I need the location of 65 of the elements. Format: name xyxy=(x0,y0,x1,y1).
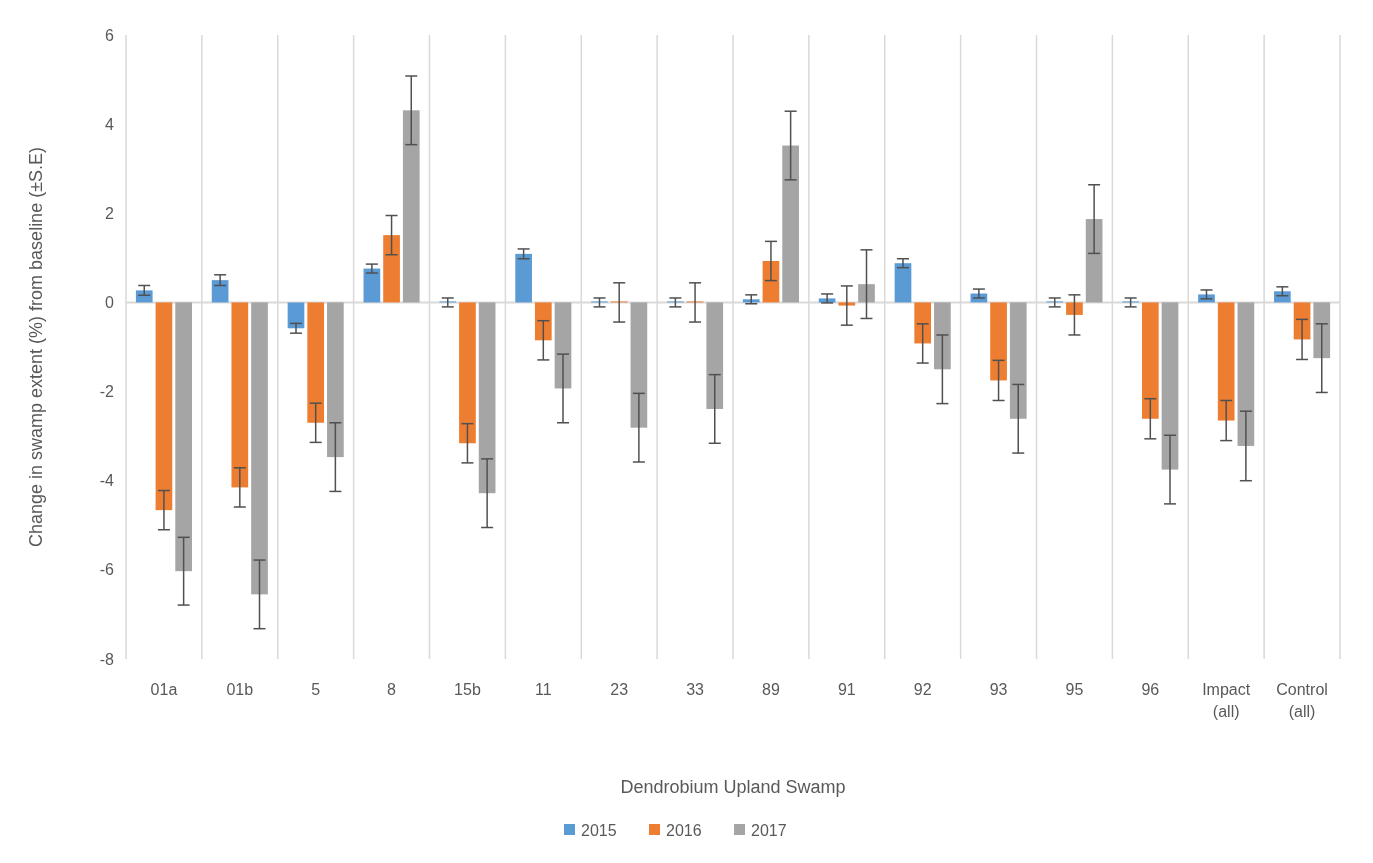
bar xyxy=(1237,302,1255,446)
x-tick-label: 91 xyxy=(837,681,856,698)
bar xyxy=(706,302,724,409)
bar xyxy=(211,280,229,303)
bar xyxy=(155,302,173,511)
bar xyxy=(782,145,799,303)
x-tick-label: 8 xyxy=(387,681,397,698)
bar xyxy=(1313,302,1331,359)
bar xyxy=(554,302,572,389)
y-axis-title: Change in swamp extent (%) from baseline (±S.E) xyxy=(26,146,46,548)
x-tick-label: 15b xyxy=(454,681,481,698)
bar xyxy=(894,263,912,303)
bar xyxy=(478,302,496,494)
x-tick-label: 23 xyxy=(610,681,629,698)
bar xyxy=(135,290,153,303)
bar xyxy=(1009,302,1027,419)
bar xyxy=(858,284,875,303)
x-tick-label: 93 xyxy=(989,681,1008,698)
x-tick-label: Impact (all) xyxy=(1202,681,1251,720)
bar xyxy=(175,302,192,572)
x-tick-label: 11 xyxy=(535,681,552,698)
x-tick-label: 33 xyxy=(686,681,705,698)
bar xyxy=(1141,302,1159,419)
bar xyxy=(990,302,1007,381)
x-tick-label: 92 xyxy=(913,681,932,698)
bar xyxy=(762,260,780,303)
x-tick-label: 5 xyxy=(311,681,321,698)
bar xyxy=(1293,302,1311,340)
bar xyxy=(307,302,325,423)
bar xyxy=(363,268,381,303)
bar xyxy=(1161,302,1179,470)
bar xyxy=(914,302,932,344)
bar xyxy=(515,253,532,303)
bar xyxy=(287,302,305,329)
bar xyxy=(534,302,552,341)
y-tick-label: 6 xyxy=(105,26,115,44)
bar xyxy=(1066,302,1083,315)
y-tick-label: -6 xyxy=(99,561,115,579)
legend-label: 2017 xyxy=(751,821,787,839)
bar xyxy=(934,302,951,370)
x-tick-label: 01b xyxy=(226,681,254,698)
bar xyxy=(383,235,400,303)
bar xyxy=(327,302,344,458)
bar xyxy=(1085,219,1103,303)
legend-label: 2016 xyxy=(666,821,702,839)
x-tick-label: 89 xyxy=(762,681,780,698)
y-tick-label: 2 xyxy=(105,204,115,222)
bar xyxy=(1217,302,1235,421)
x-tick-label: 96 xyxy=(1141,681,1160,698)
y-tick-label: 0 xyxy=(105,294,115,312)
bar xyxy=(251,302,268,595)
bar xyxy=(1274,291,1291,303)
bar xyxy=(459,302,476,444)
x-axis-title: Dendrobium Upland Swamp xyxy=(620,777,846,797)
bar xyxy=(630,302,648,428)
y-tick-label: 4 xyxy=(105,115,115,133)
x-tick-label: Control (all) xyxy=(1276,681,1328,720)
y-tick-label: -8 xyxy=(99,650,115,668)
bar xyxy=(231,302,249,488)
y-tick-label: -4 xyxy=(99,472,115,490)
legend-label: 2015 xyxy=(581,821,617,839)
bar xyxy=(402,110,420,303)
x-tick-label: 01a xyxy=(150,681,178,698)
y-tick-label: -2 xyxy=(99,383,115,401)
x-tick-label: 95 xyxy=(1065,681,1084,698)
